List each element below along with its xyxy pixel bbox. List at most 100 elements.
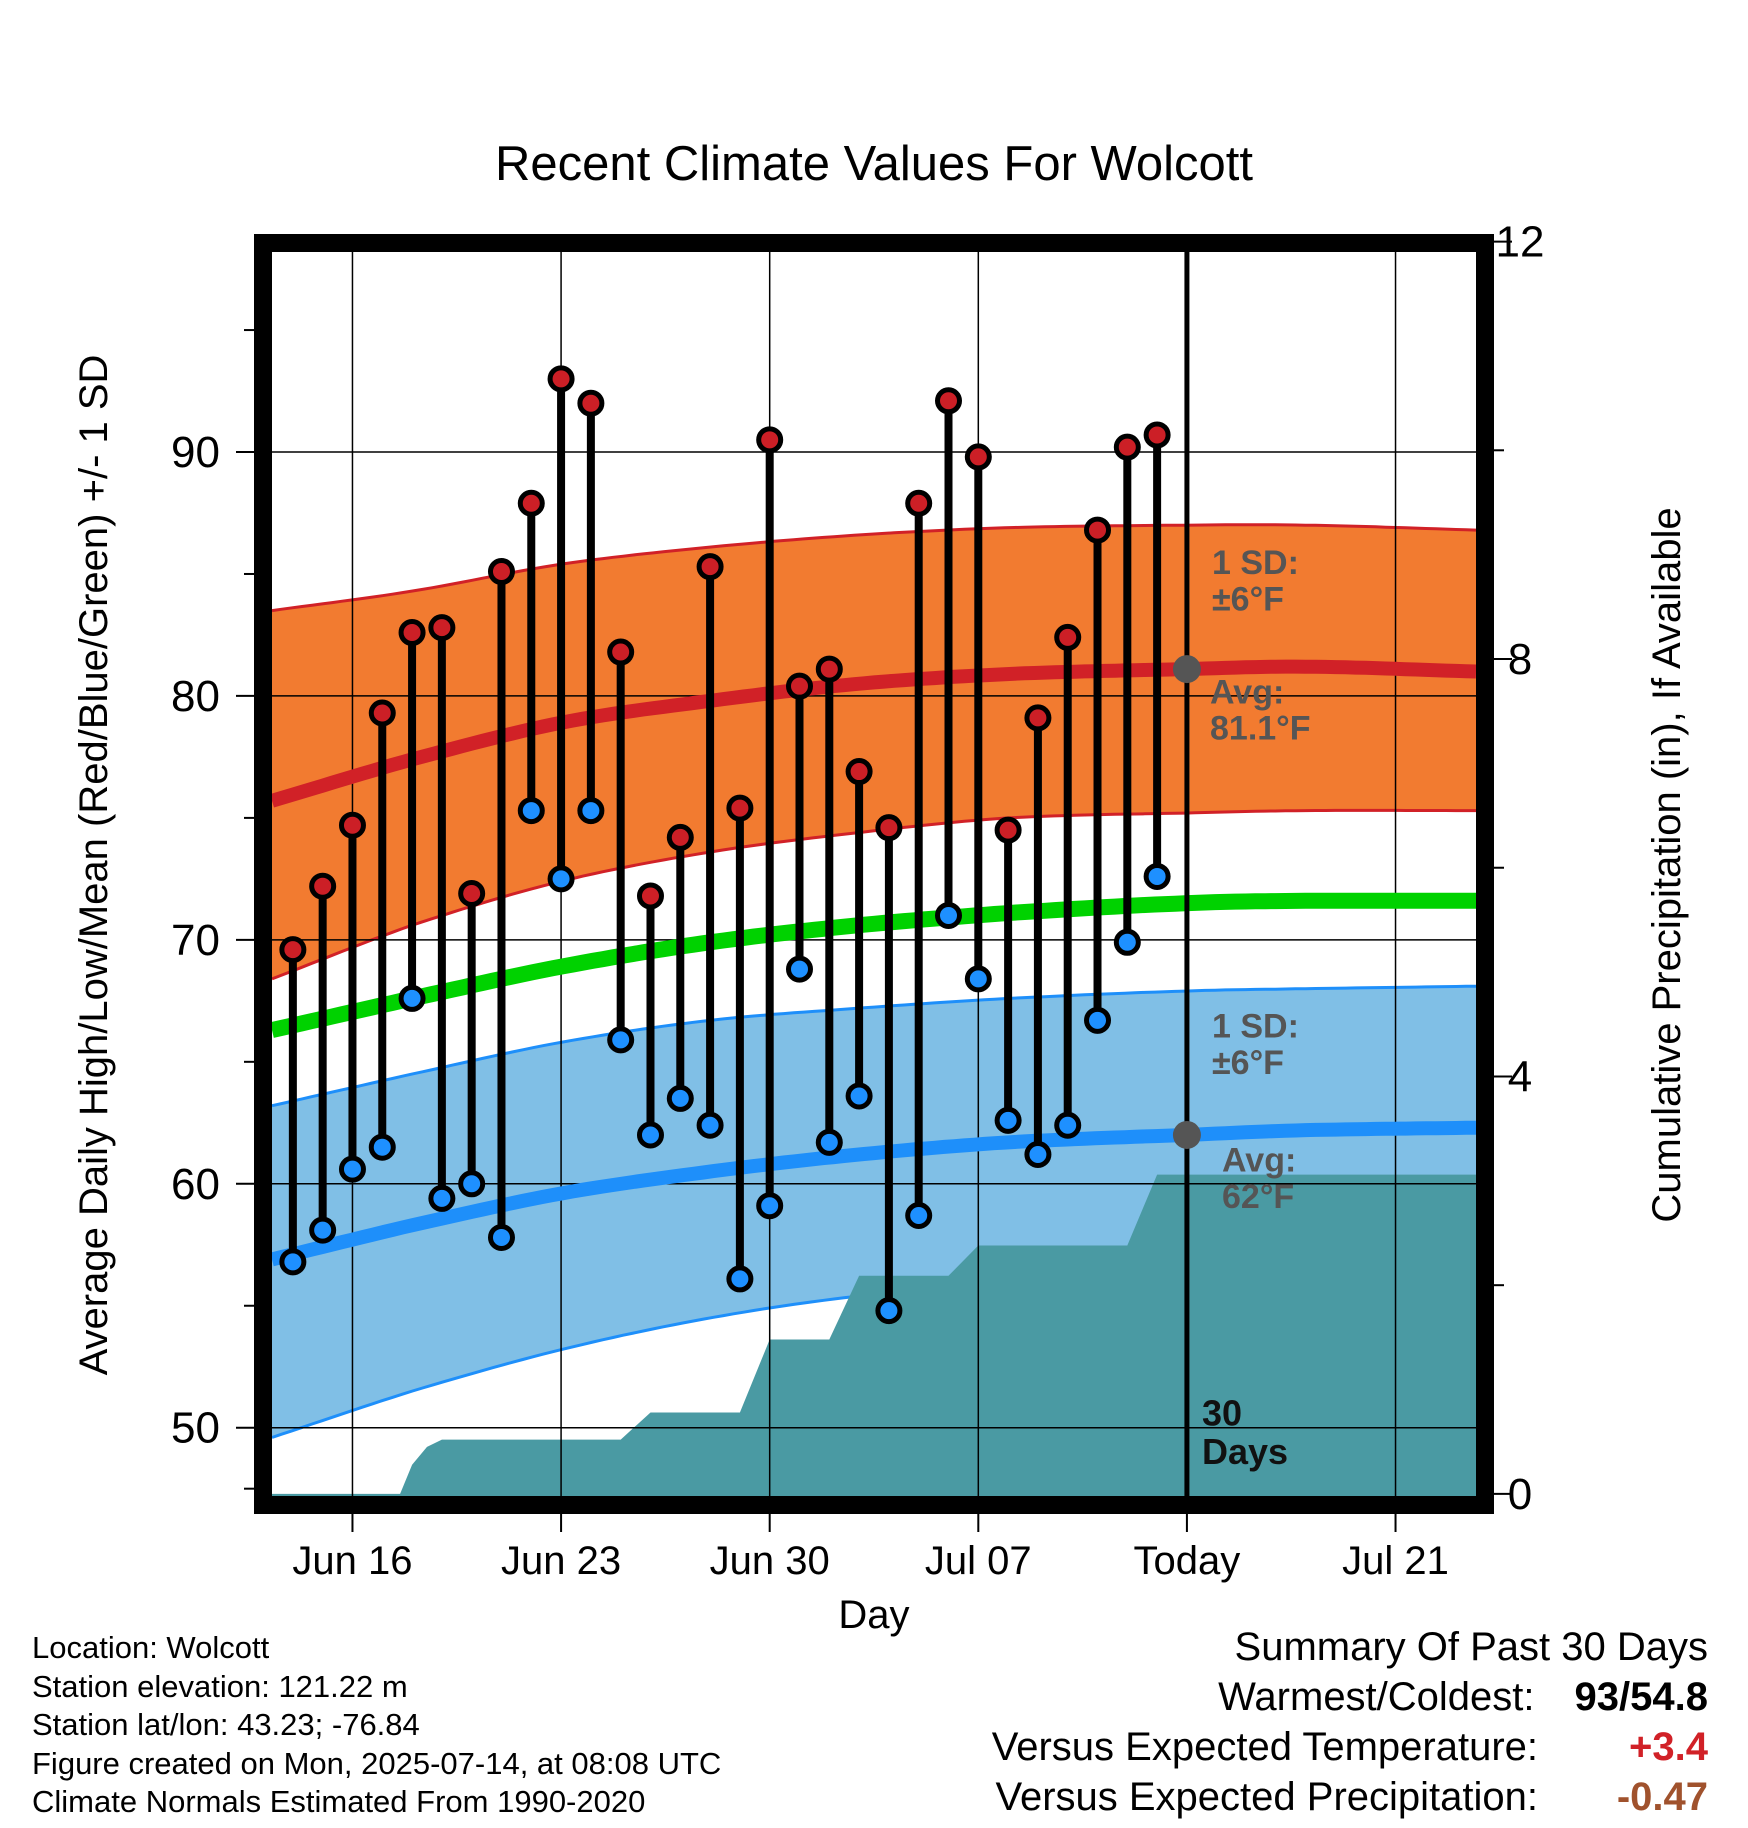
low-temp-point <box>338 1155 366 1183</box>
low-temp-point <box>547 865 575 893</box>
low-temp-point <box>666 1084 694 1112</box>
high-temp-point <box>1143 421 1171 449</box>
high-temp-point <box>517 489 545 517</box>
high-temp-point <box>607 638 635 666</box>
high-temp-point <box>994 816 1022 844</box>
low-temp-point <box>368 1133 396 1161</box>
x-tick-label: Jun 30 <box>710 1539 830 1583</box>
high-temp-point <box>1054 623 1082 651</box>
summary-row-temperature: Versus Expected Temperature: +3.4 <box>808 1725 1708 1775</box>
high-temp-point <box>726 794 754 822</box>
normals-line: Climate Normals Estimated From 1990-2020 <box>32 1784 646 1819</box>
low-temp-point <box>875 1297 903 1325</box>
x-tick-label: Jun 23 <box>501 1539 621 1583</box>
y-tick-label: 50 <box>171 1404 220 1453</box>
low-temp-point <box>845 1082 873 1110</box>
low-temp-point <box>458 1170 486 1198</box>
low-temp-point <box>964 965 992 993</box>
low-temp-point <box>309 1216 337 1244</box>
y-tick-label: 70 <box>171 916 220 965</box>
normals-layer <box>271 523 1477 1496</box>
x-tick-label: Today <box>1134 1539 1241 1583</box>
summary-row-precipitation: Versus Expected Precipitation: -0.47 <box>808 1775 1708 1825</box>
plot-frame <box>254 234 1494 1514</box>
high-sd-annotation-line-0: 1 SD: <box>1212 544 1299 582</box>
low-temp-point <box>756 1192 784 1220</box>
summary-title: Summary Of Past 30 Days <box>808 1625 1708 1675</box>
low-temp-point <box>1143 862 1171 890</box>
y2-axis-label: Cumulative Precipitation (in), If Availa… <box>1645 507 1689 1222</box>
high-temp-point <box>1113 433 1141 461</box>
high-temp-point <box>756 426 784 454</box>
low-sd-band <box>272 986 1476 1438</box>
chart-title: Recent Climate Values For Wolcott <box>495 137 1253 191</box>
y2-tick-label: 12 <box>1496 218 1545 267</box>
y2-tick-label: 0 <box>1508 1470 1532 1519</box>
y2-tick-label: 8 <box>1508 635 1532 684</box>
high-temp-point <box>398 619 426 647</box>
temperature-departure-label: Versus Expected Temperature: <box>991 1725 1538 1769</box>
summary-row-warmest: Warmest/Coldest: 93/54.8 <box>808 1675 1708 1725</box>
low-temp-point <box>1113 928 1141 956</box>
x-axis-label: Day <box>838 1593 909 1637</box>
high-temp-point <box>875 814 903 842</box>
high-temp-point <box>905 489 933 517</box>
low-temp-point <box>696 1111 724 1139</box>
high-temp-point <box>845 758 873 786</box>
y2-tick-label: 4 <box>1508 1052 1532 1101</box>
high-temp-point <box>696 553 724 581</box>
low-temp-point <box>905 1201 933 1229</box>
high-temp-point <box>309 872 337 900</box>
low-temp-point <box>607 1026 635 1054</box>
high-sd-band-upper-edge <box>271 523 1477 613</box>
low-sd-annotation-line-0: 1 SD: <box>1212 1007 1299 1045</box>
high-temp-point <box>428 614 456 642</box>
y-tick-label: 60 <box>171 1160 220 1209</box>
low-temp-point <box>398 984 426 1012</box>
low-temp-point <box>428 1184 456 1212</box>
high-temp-point <box>279 936 307 964</box>
high-temp-point <box>577 389 605 417</box>
location-line: Location: Wolcott <box>32 1630 270 1665</box>
high-temp-point <box>666 823 694 851</box>
today-low-normal-marker <box>1172 1120 1201 1149</box>
high-sd-band <box>272 524 1476 979</box>
station-info: Location: Wolcott Station elevation: 121… <box>32 1629 721 1822</box>
high-sd-annotation-line-1: ±6°F <box>1212 580 1284 618</box>
low-temp-point <box>994 1106 1022 1134</box>
low-temp-point <box>785 955 813 983</box>
summary-title-text: Summary Of Past 30 Days <box>1234 1625 1708 1669</box>
x-tick-label: Jun 16 <box>292 1539 412 1583</box>
precipitation-departure-value: -0.47 <box>1616 1775 1708 1819</box>
low-temp-point <box>815 1128 843 1156</box>
x-tick-label: Jul 21 <box>1342 1539 1449 1583</box>
precipitation-departure-label: Versus Expected Precipitation: <box>995 1775 1538 1819</box>
high-temp-point <box>458 880 486 908</box>
high-temp-point <box>815 655 843 683</box>
high-avg-annotation-line-1: 81.1°F <box>1210 710 1311 748</box>
low-sd-annotation-line-1: ±6°F <box>1212 1044 1284 1082</box>
high-temp-point <box>487 558 515 586</box>
summary-panel: Summary Of Past 30 Days Warmest/Coldest:… <box>808 1625 1708 1825</box>
high-temp-point <box>964 443 992 471</box>
low-temp-point <box>935 901 963 929</box>
high-temp-point <box>636 882 664 910</box>
normal-low-line <box>270 1120 1477 1267</box>
low-temp-point <box>636 1121 664 1149</box>
precip-days-annotation-line-0: 30 <box>1202 1392 1242 1433</box>
elevation-line: Station elevation: 121.22 m <box>32 1668 408 1704</box>
high-temp-point <box>1084 516 1112 544</box>
temperature-departure-value: +3.4 <box>1629 1725 1708 1769</box>
low-temp-point <box>279 1248 307 1276</box>
low-temp-point <box>517 797 545 825</box>
high-temp-point <box>1024 704 1052 732</box>
today-high-normal-marker <box>1172 655 1201 684</box>
precipitation-area <box>272 1174 1476 1496</box>
normal-high-line <box>269 659 1477 808</box>
normal-lines-layer <box>269 252 1477 1496</box>
high-temp-point <box>368 699 396 727</box>
low-avg-annotation-line-1: 62°F <box>1222 1178 1294 1216</box>
created-line: Figure created on Mon, 2025-07-14, at 08… <box>32 1745 722 1781</box>
